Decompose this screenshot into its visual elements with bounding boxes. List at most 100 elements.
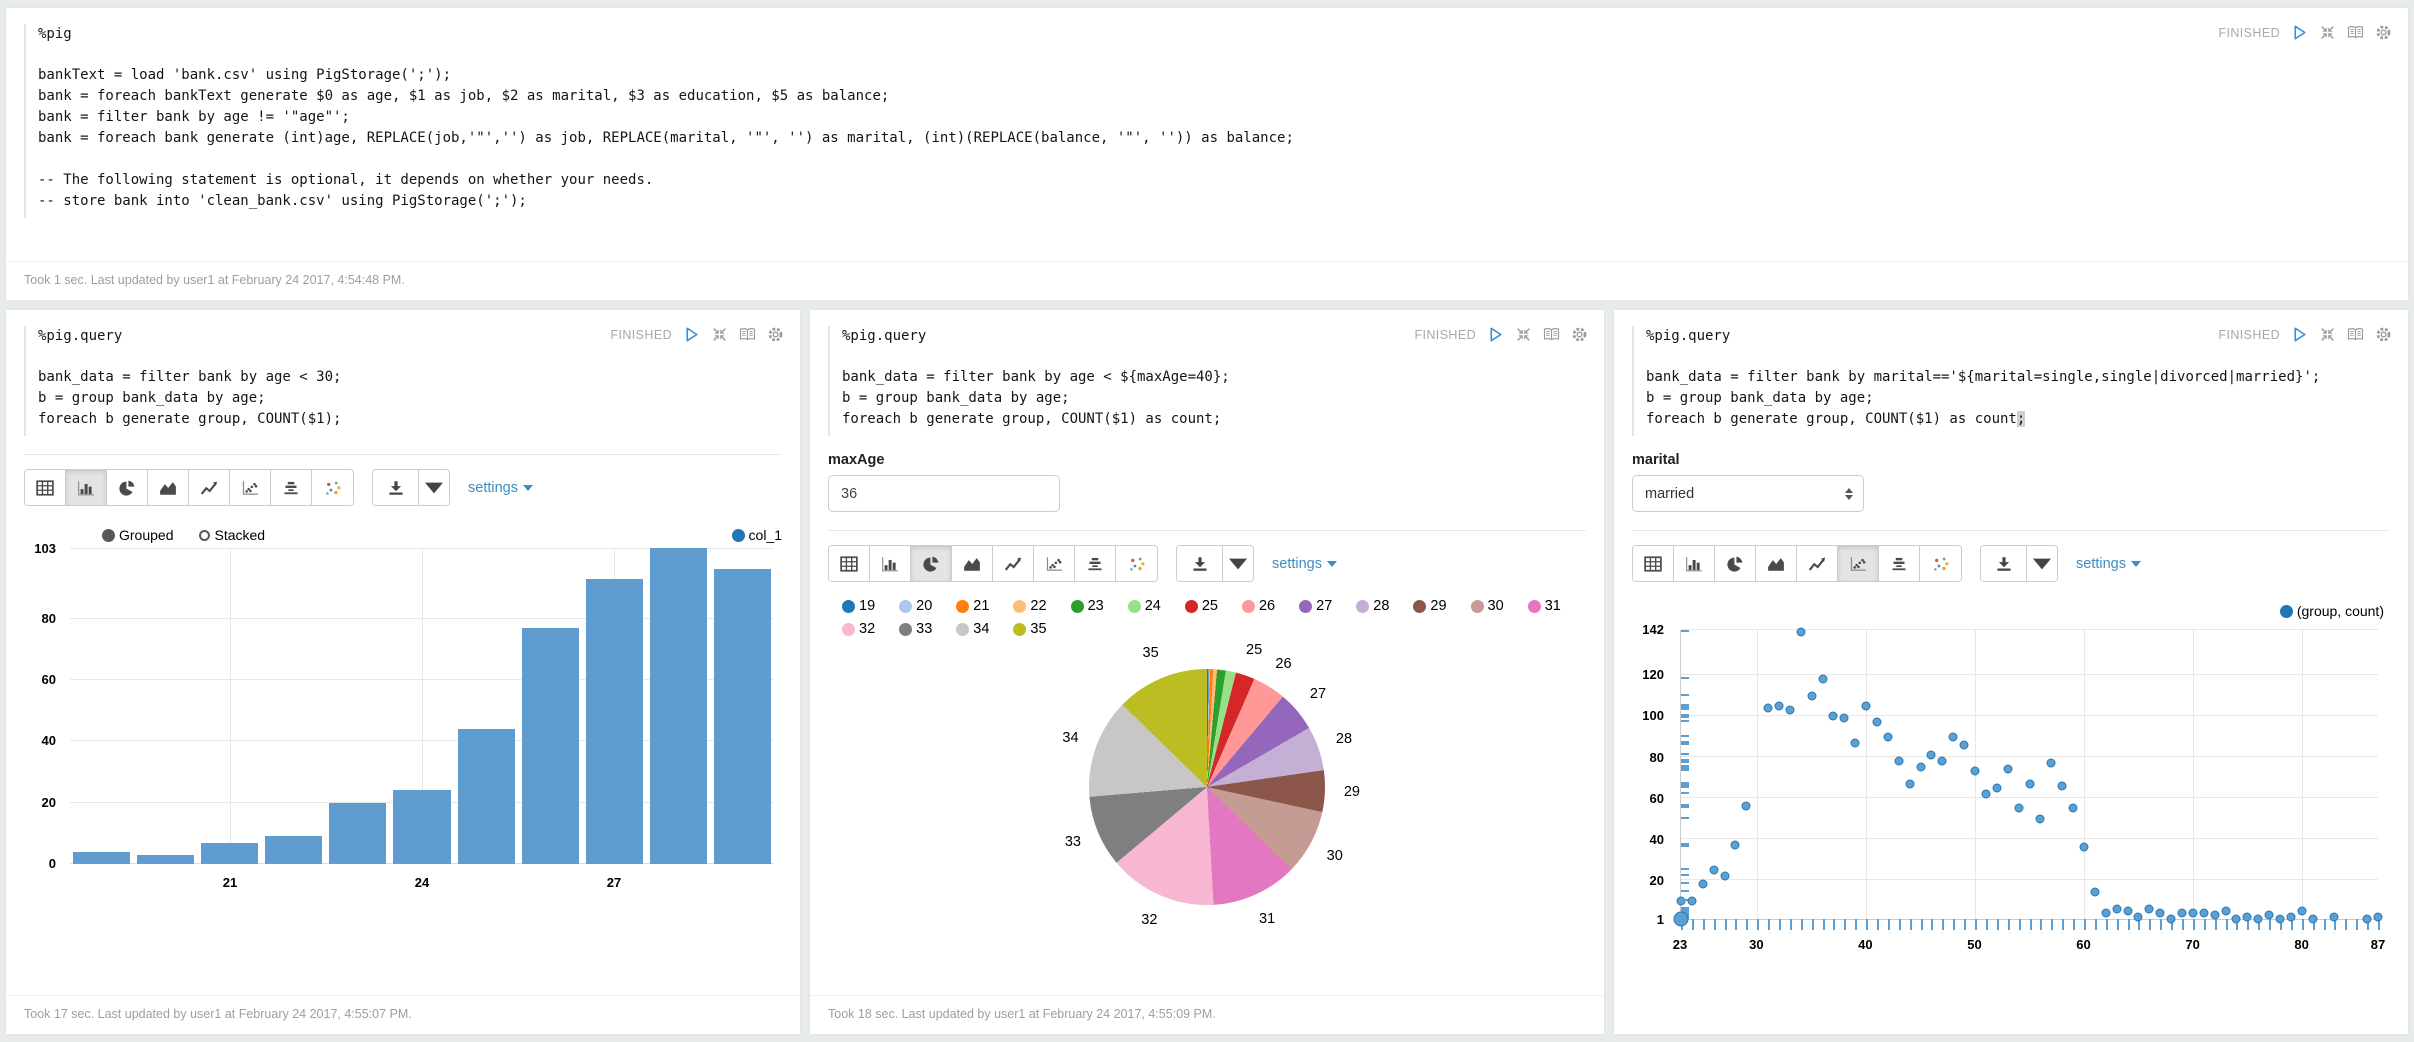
pie-legend-item[interactable]: 23	[1070, 598, 1104, 614]
run-play-icon[interactable]	[2291, 326, 2308, 343]
download-options-button[interactable]	[1223, 546, 1253, 581]
settings-gear-icon[interactable]	[767, 326, 784, 343]
pie-legend-item[interactable]: 33	[899, 621, 932, 637]
pie-legend-item[interactable]: 29	[1413, 598, 1447, 614]
settings-gear-icon[interactable]	[1571, 326, 1588, 343]
x-rug-tick	[1713, 919, 1716, 930]
bar-chart-button[interactable]	[870, 546, 911, 581]
bar-chart-button[interactable]	[66, 470, 107, 505]
settings-link[interactable]: settings	[468, 480, 533, 496]
code-lines[interactable]: bankText = load 'bank.csv' using PigStor…	[38, 65, 2390, 212]
line-chart-button[interactable]	[993, 546, 1034, 581]
stacked-chart-button[interactable]	[1879, 546, 1920, 581]
run-play-icon[interactable]	[2291, 24, 2308, 41]
legend-grouped-radio[interactable]: Grouped	[102, 527, 173, 543]
pie-chart-button[interactable]	[107, 470, 148, 505]
pie-legend-item[interactable]: 22	[1013, 598, 1047, 614]
pie-legend-item[interactable]: 26	[1241, 598, 1275, 614]
run-play-icon[interactable]	[1487, 326, 1504, 343]
legend-series[interactable]: col_1	[731, 527, 782, 543]
run-play-icon[interactable]	[683, 326, 700, 343]
show-editor-book-icon[interactable]	[2347, 24, 2364, 41]
pie-legend-item[interactable]: 20	[899, 598, 932, 614]
stacked-chart-button[interactable]	[271, 470, 312, 505]
area-chart-button[interactable]	[1756, 546, 1797, 581]
pie-legend-item[interactable]: 21	[956, 598, 989, 614]
pie-legend-item[interactable]: 19	[842, 598, 875, 614]
pie-legend-item[interactable]: 34	[956, 621, 989, 637]
pie-legend-item[interactable]: 24	[1127, 598, 1161, 614]
pie-chart-button[interactable]	[1715, 546, 1756, 581]
download-options-button[interactable]	[419, 470, 449, 505]
scatter-point	[1720, 871, 1730, 881]
pie-legend-item[interactable]: 31	[1527, 598, 1561, 614]
pie-legend-item[interactable]: 32	[842, 621, 875, 637]
table-button[interactable]	[829, 546, 870, 581]
y-rug-tick	[1681, 845, 1689, 848]
scatter-point	[2231, 914, 2241, 924]
y-rug-tick	[1681, 740, 1689, 743]
y-tick-label: 40	[1649, 831, 1664, 847]
pie-legend-item[interactable]: 25	[1184, 598, 1218, 614]
line-chart-button[interactable]	[1797, 546, 1838, 581]
scatter-chart-icon	[241, 480, 259, 496]
collapse-icon[interactable]	[2319, 326, 2336, 343]
code-editor[interactable]: %pig.query bank_data = filter bank by ag…	[24, 326, 782, 436]
line-chart-button[interactable]	[189, 470, 230, 505]
bar-chart-button[interactable]	[1674, 546, 1715, 581]
caret-down-icon	[1326, 560, 1337, 567]
maxage-input[interactable]	[828, 475, 1060, 512]
show-editor-book-icon[interactable]	[2347, 326, 2364, 343]
pie-legend-item[interactable]: 35	[1013, 621, 1047, 637]
legend-series[interactable]: (group, count)	[2279, 603, 2384, 619]
collapse-icon[interactable]	[1515, 326, 1532, 343]
legend-label: 31	[1544, 598, 1561, 614]
download-button[interactable]	[1177, 546, 1223, 581]
code-editor[interactable]: %pig.query bank_data = filter bank by ag…	[828, 326, 1586, 436]
scatter-point	[2166, 914, 2176, 924]
pie-legend-item[interactable]: 28	[1356, 598, 1389, 614]
download-button[interactable]	[1981, 546, 2027, 581]
area-chart-button[interactable]	[952, 546, 993, 581]
code-lines[interactable]: bank_data = filter bank by marital=='${m…	[1646, 367, 2390, 430]
collapse-icon[interactable]	[711, 326, 728, 343]
network-chart-button[interactable]	[312, 470, 353, 505]
collapse-icon[interactable]	[2319, 24, 2336, 41]
code-lines[interactable]: bank_data = filter bank by age < ${maxAg…	[842, 367, 1586, 430]
show-editor-book-icon[interactable]	[739, 326, 756, 343]
legend-dot-icon	[1299, 599, 1313, 613]
pie-chart-button[interactable]	[911, 546, 952, 581]
pie-legend-item[interactable]: 27	[1299, 598, 1332, 614]
scatter-origin-point	[1673, 911, 1689, 927]
scatter-chart-button[interactable]	[1034, 546, 1075, 581]
show-editor-book-icon[interactable]	[1543, 326, 1560, 343]
area-chart-button[interactable]	[148, 470, 189, 505]
scatter-chart-button[interactable]	[230, 470, 271, 505]
stacked-chart-button[interactable]	[1075, 546, 1116, 581]
settings-link[interactable]: settings	[2076, 556, 2141, 572]
paragraph-controls: FINISHED	[1414, 326, 1588, 343]
legend-series-label: (group, count)	[2296, 603, 2384, 619]
scatter-chart-button[interactable]	[1838, 546, 1879, 581]
code-lines[interactable]: bank_data = filter bank by age < 30; b = …	[38, 367, 782, 430]
download-options-button[interactable]	[2027, 546, 2057, 581]
scatter-point	[2177, 908, 2187, 918]
code-editor[interactable]: %pig bankText = load 'bank.csv' using Pi…	[24, 24, 2390, 218]
scatter-point	[1970, 766, 1980, 776]
network-chart-button[interactable]	[1920, 546, 1961, 581]
x-rug-tick	[1931, 919, 1934, 930]
table-button[interactable]	[1633, 546, 1674, 581]
table-button[interactable]	[25, 470, 66, 505]
marital-select[interactable]: married	[1632, 475, 1864, 512]
settings-gear-icon[interactable]	[2375, 24, 2392, 41]
caret-down-icon	[2033, 556, 2051, 572]
legend-dot-icon	[1184, 599, 1198, 613]
code-editor[interactable]: %pig.query bank_data = filter bank by ma…	[1632, 326, 2390, 436]
pie-legend-item[interactable]: 30	[1470, 598, 1504, 614]
legend-stacked-radio[interactable]: Stacked	[199, 527, 265, 543]
settings-link[interactable]: settings	[1272, 556, 1337, 572]
bar	[201, 842, 259, 864]
settings-gear-icon[interactable]	[2375, 326, 2392, 343]
download-button[interactable]	[373, 470, 419, 505]
network-chart-button[interactable]	[1116, 546, 1157, 581]
